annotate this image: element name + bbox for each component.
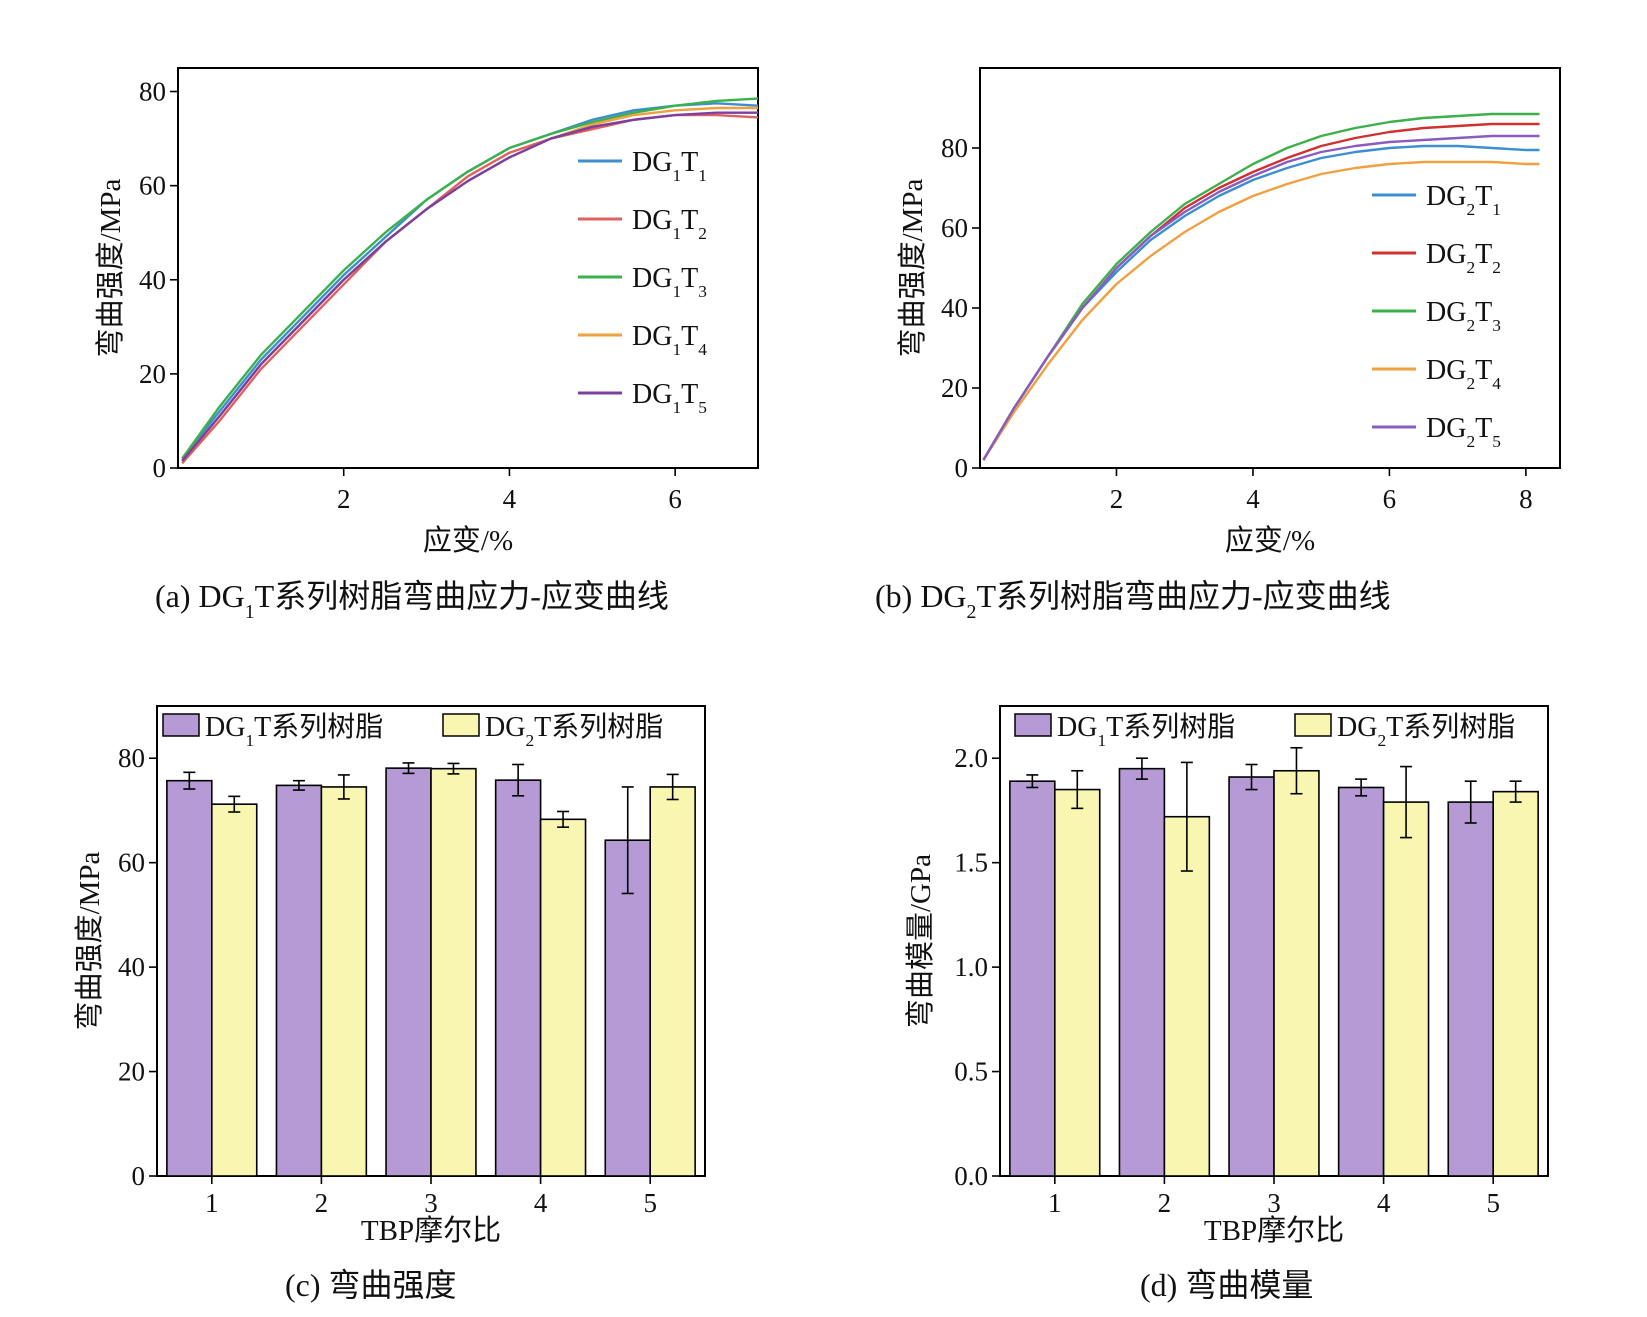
y-tick-label: 2.0: [954, 743, 988, 773]
legend-label: DG2T5: [1426, 413, 1501, 451]
legend-label: DG1T1: [632, 147, 707, 185]
legend-label: DG2T系列树脂: [485, 711, 663, 750]
bar: [539, 818, 587, 1177]
bar: [1009, 780, 1056, 1177]
legend-label: DG1T系列树脂: [1057, 711, 1235, 750]
y-axis-label: 弯曲模量/GPa: [904, 854, 937, 1028]
x-tick-label: 2: [315, 1188, 329, 1218]
series-line-5: [982, 134, 1540, 461]
bar: [649, 786, 696, 1177]
x-tick-label: 2: [337, 484, 351, 514]
x-axis-label: TBP摩尔比: [361, 1214, 501, 1247]
legend-label: DG2T2: [1426, 239, 1501, 277]
bar: [166, 779, 213, 1177]
y-tick-label: 1.0: [954, 952, 988, 982]
bar: [494, 779, 542, 1177]
panel-caption: (d) 弯曲模量: [1140, 1267, 1313, 1303]
plot-frame: [979, 67, 1561, 469]
bar: [275, 784, 323, 1177]
bar: [211, 803, 258, 1177]
legend-swatch: [442, 713, 480, 737]
bar: [1273, 769, 1320, 1177]
x-tick-label: 2: [1158, 1188, 1172, 1218]
y-tick-label: 80: [139, 77, 166, 107]
bar: [430, 767, 477, 1177]
y-tick-label: 80: [118, 743, 145, 773]
y-tick-label: 40: [118, 952, 145, 982]
y-tick-label: 0: [955, 453, 969, 483]
y-tick-label: 60: [118, 848, 145, 878]
x-tick-label: 4: [503, 484, 517, 514]
y-tick-label: 60: [139, 171, 166, 201]
bar: [385, 767, 432, 1177]
series-line-5: [181, 111, 758, 462]
y-tick-label: 20: [941, 373, 968, 403]
bar: [1492, 790, 1539, 1177]
y-axis-label: 弯曲强度/MPa: [73, 851, 106, 1030]
chart-panel-c: 0 20 40 60 80 1 2 3 4 5 DG1T系列树脂 DG2T系列树脂 TBP摩尔比 弯曲强度…: [73, 705, 706, 1303]
y-tick-label: 0: [132, 1161, 146, 1191]
legend-label: DG1T3: [632, 263, 707, 301]
legend-label: DG2T4: [1426, 355, 1501, 393]
legend-swatch: [1014, 713, 1052, 737]
bar: [1337, 786, 1385, 1177]
y-axis-label: 弯曲强度/MPa: [896, 178, 929, 357]
x-tick-label: 8: [1519, 484, 1533, 514]
legend-label: DG1T系列树脂: [205, 711, 383, 750]
y-tick-label: 1.5: [954, 848, 988, 878]
x-tick-label: 4: [1377, 1188, 1391, 1218]
legend-label: DG2T系列树脂: [1337, 711, 1515, 750]
x-tick-label: 3: [424, 1188, 438, 1218]
series-line-3: [982, 112, 1540, 461]
chart-panel-a: 0 20 40 60 80 2 4 6 DG1T1 DG1T2 DG1T3 DG1T4 DG1T5 应变/…: [94, 67, 759, 623]
chart-panel-d: 0.0 0.5 1.0 1.5 2.0 1 2 3 4 5 DG1T系列树脂 DG2T系列树脂 TBP摩…: [904, 705, 1549, 1303]
x-tick-label: 3: [1267, 1188, 1281, 1218]
x-tick-label: 6: [1383, 484, 1397, 514]
y-tick-label: 40: [941, 293, 968, 323]
legend-label: DG1T5: [632, 379, 707, 417]
x-tick-label: 2: [1110, 484, 1124, 514]
x-tick-label: 1: [205, 1188, 219, 1218]
chart-panel-b: 0 20 40 60 80 2 4 6 8 DG2T1 DG2T2 DG2T3 DG2T4 DG2T5 应变…: [875, 67, 1561, 623]
bar: [1382, 801, 1430, 1177]
x-axis-label: 应变/%: [1225, 524, 1315, 557]
y-tick-label: 0: [153, 453, 167, 483]
bar: [1228, 776, 1275, 1177]
x-tick-label: 5: [643, 1188, 657, 1218]
y-tick-label: 40: [139, 265, 166, 295]
legend-swatch: [1294, 713, 1332, 737]
y-tick-label: 0.0: [954, 1161, 988, 1191]
x-tick-label: 5: [1486, 1188, 1500, 1218]
series-line-2: [982, 122, 1540, 461]
y-tick-label: 80: [941, 133, 968, 163]
legend-label: DG1T4: [632, 321, 707, 359]
x-tick-label: 6: [668, 484, 682, 514]
y-tick-label: 0.5: [954, 1057, 988, 1087]
bar: [1447, 801, 1495, 1177]
panel-caption: (a) DG1T系列树脂弯曲应力-应变曲线: [155, 578, 669, 623]
series-line-4: [982, 160, 1540, 461]
bar: [320, 786, 368, 1177]
series-line-3: [181, 97, 759, 460]
legend-swatch: [162, 713, 200, 737]
bar: [1118, 767, 1166, 1177]
bar: [1054, 788, 1101, 1177]
panel-caption: (b) DG2T系列树脂弯曲应力-应变曲线: [875, 578, 1391, 623]
y-tick-label: 20: [118, 1057, 145, 1087]
x-tick-label: 4: [534, 1188, 548, 1218]
plot-frame: [177, 67, 759, 469]
y-axis-label: 弯曲强度/MPa: [94, 178, 127, 357]
x-axis-label: TBP摩尔比: [1204, 1214, 1344, 1247]
panel-caption: (c) 弯曲强度: [285, 1267, 457, 1303]
x-tick-label: 1: [1048, 1188, 1062, 1218]
legend-label: DG2T3: [1426, 297, 1501, 335]
y-tick-label: 60: [941, 213, 968, 243]
y-tick-label: 20: [139, 359, 166, 389]
legend-label: DG1T2: [632, 205, 707, 243]
x-tick-label: 4: [1246, 484, 1260, 514]
x-axis-label: 应变/%: [423, 524, 513, 557]
legend-label: DG2T1: [1426, 181, 1501, 219]
